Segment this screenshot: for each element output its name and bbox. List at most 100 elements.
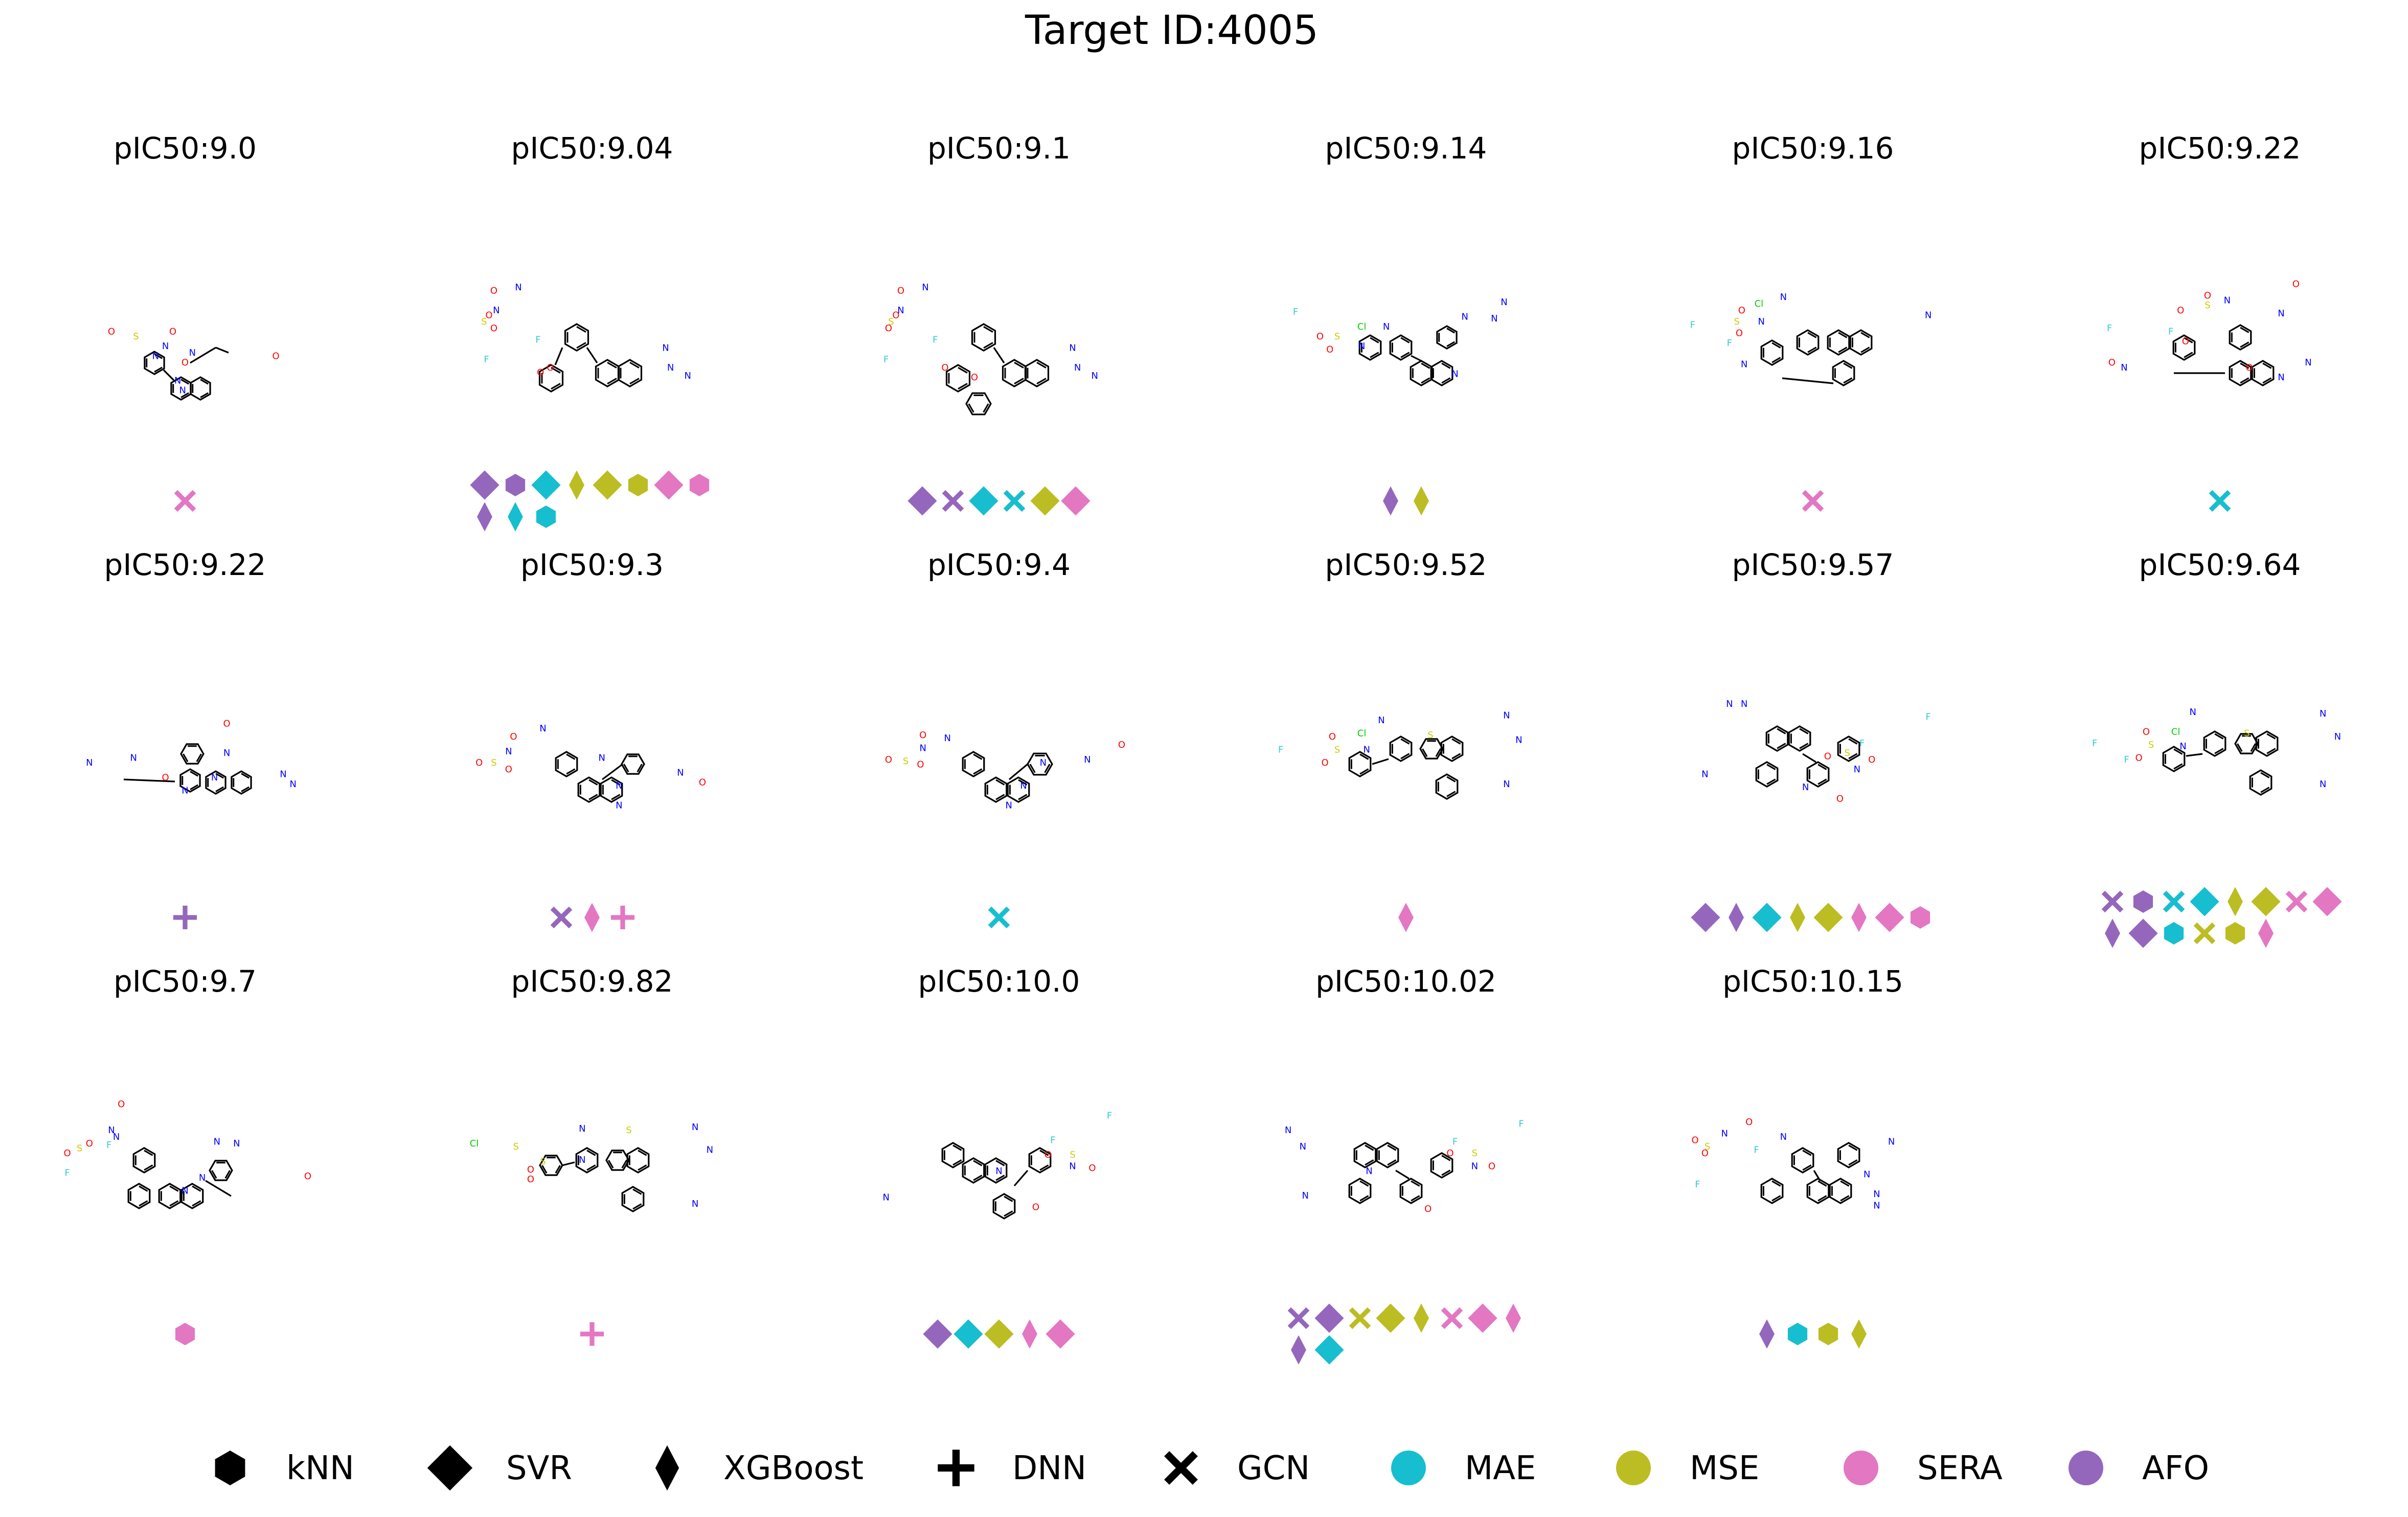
- atom-label: N: [579, 1123, 585, 1134]
- atom-label: O: [2182, 336, 2189, 347]
- atom-label: N: [179, 385, 186, 396]
- model-marker: [1790, 903, 1805, 932]
- atom-label: N: [1503, 779, 1510, 790]
- atom-label: N: [1701, 769, 1708, 780]
- model-markers: [2209, 490, 2231, 512]
- model-marker: [1468, 1303, 1497, 1333]
- atom-label: N: [2278, 372, 2284, 383]
- atom-label: O: [1692, 1135, 1699, 1145]
- legend-label: GCN: [1237, 1450, 1310, 1487]
- atom-label: N: [289, 779, 296, 790]
- atom-label: N: [1366, 1166, 1372, 1177]
- atom-label: N: [1285, 1125, 1291, 1136]
- atom-label: O: [304, 1171, 311, 1182]
- atom-label: S: [626, 1125, 631, 1136]
- model-marker: [907, 486, 937, 516]
- atom-label: N: [1491, 313, 1497, 324]
- atom-label: O: [1738, 305, 1745, 316]
- atom-label: O: [272, 351, 280, 361]
- model-marker: [1441, 1307, 1463, 1329]
- hexagon-icon: [215, 1451, 245, 1485]
- model-marker: [1003, 490, 1026, 512]
- atom-label: O: [1488, 1161, 1495, 1172]
- legend-item: XGBoost: [655, 1445, 864, 1491]
- atom-label: N: [2320, 779, 2326, 790]
- atom-label: O: [1836, 794, 1844, 805]
- model-markers: [1383, 486, 1429, 516]
- panel-title: pIC50:10.02: [1315, 964, 1496, 999]
- atom-label: N: [1091, 371, 1098, 381]
- atom-label: N: [211, 772, 218, 783]
- model-marker: [584, 903, 600, 932]
- model-marker: [505, 474, 526, 496]
- model-marker: [2105, 918, 2120, 948]
- atom-label: O: [490, 285, 497, 296]
- metric-color-swatch-icon: [1391, 1451, 1426, 1485]
- model-markers: [1287, 1303, 1521, 1365]
- atom-label: N: [944, 733, 950, 744]
- atom-label: F: [1278, 745, 1283, 755]
- model-marker: [969, 486, 998, 516]
- model-marker: [2190, 887, 2219, 916]
- atom-label: N: [1501, 297, 1507, 308]
- atom-label: N: [152, 351, 159, 361]
- atom-label: O: [1322, 757, 1329, 768]
- model-marker: [1030, 486, 1060, 516]
- atom-label: N: [181, 786, 188, 796]
- model-marker: [174, 490, 196, 512]
- atom-label: N: [86, 757, 93, 768]
- atom-label: O: [1329, 731, 1336, 742]
- atom-label: N: [616, 800, 622, 811]
- model-marker: [1910, 906, 1930, 929]
- legend-item: AFO: [2069, 1450, 2209, 1487]
- atom-label: N: [493, 305, 499, 316]
- atom-label: S: [513, 1141, 518, 1152]
- atom-label: O: [1745, 1117, 1753, 1128]
- atom-label: O: [897, 285, 904, 296]
- model-marker: [953, 1319, 983, 1349]
- atom-label: O: [2108, 357, 2116, 368]
- atom-label: O: [1326, 344, 1333, 355]
- atom-label: N: [2179, 741, 2186, 752]
- model-marker: [1691, 903, 1720, 932]
- atom-label: O: [1701, 1148, 1709, 1159]
- atom-label: N: [1741, 699, 1747, 709]
- atom-label: Cl: [2171, 726, 2180, 737]
- model-markers: [1802, 490, 1824, 512]
- legend: kNN SVR XGBoost DNN GCN MAE MSE SERA AFO: [215, 1445, 2209, 1491]
- atom-label: N: [897, 305, 904, 316]
- atom-label: N: [1300, 1141, 1306, 1152]
- atom-label: N: [1005, 800, 1012, 811]
- atom-label: O: [527, 1164, 534, 1175]
- atom-label: N: [2189, 707, 2196, 718]
- atom-label: N: [233, 1138, 240, 1149]
- atom-label: N: [2121, 362, 2127, 373]
- model-marker: [1414, 486, 1429, 516]
- atom-label: O: [485, 310, 492, 320]
- atom-label: O: [475, 757, 483, 768]
- atom-label: N: [692, 1199, 698, 1209]
- model-marker: [2101, 890, 2124, 913]
- atom-label: O: [1316, 331, 1324, 342]
- diamond-icon: [427, 1445, 473, 1491]
- atom-label: F: [1293, 307, 1298, 317]
- atom-label: N: [223, 748, 230, 758]
- model-marker: [2258, 918, 2274, 948]
- atom-label: F: [883, 354, 889, 365]
- legend-label: kNN: [286, 1450, 354, 1487]
- model-marker: [1802, 490, 1824, 512]
- atom-label: S: [903, 756, 908, 767]
- atom-label: O: [64, 1148, 71, 1159]
- atom-label: N: [1451, 369, 1458, 380]
